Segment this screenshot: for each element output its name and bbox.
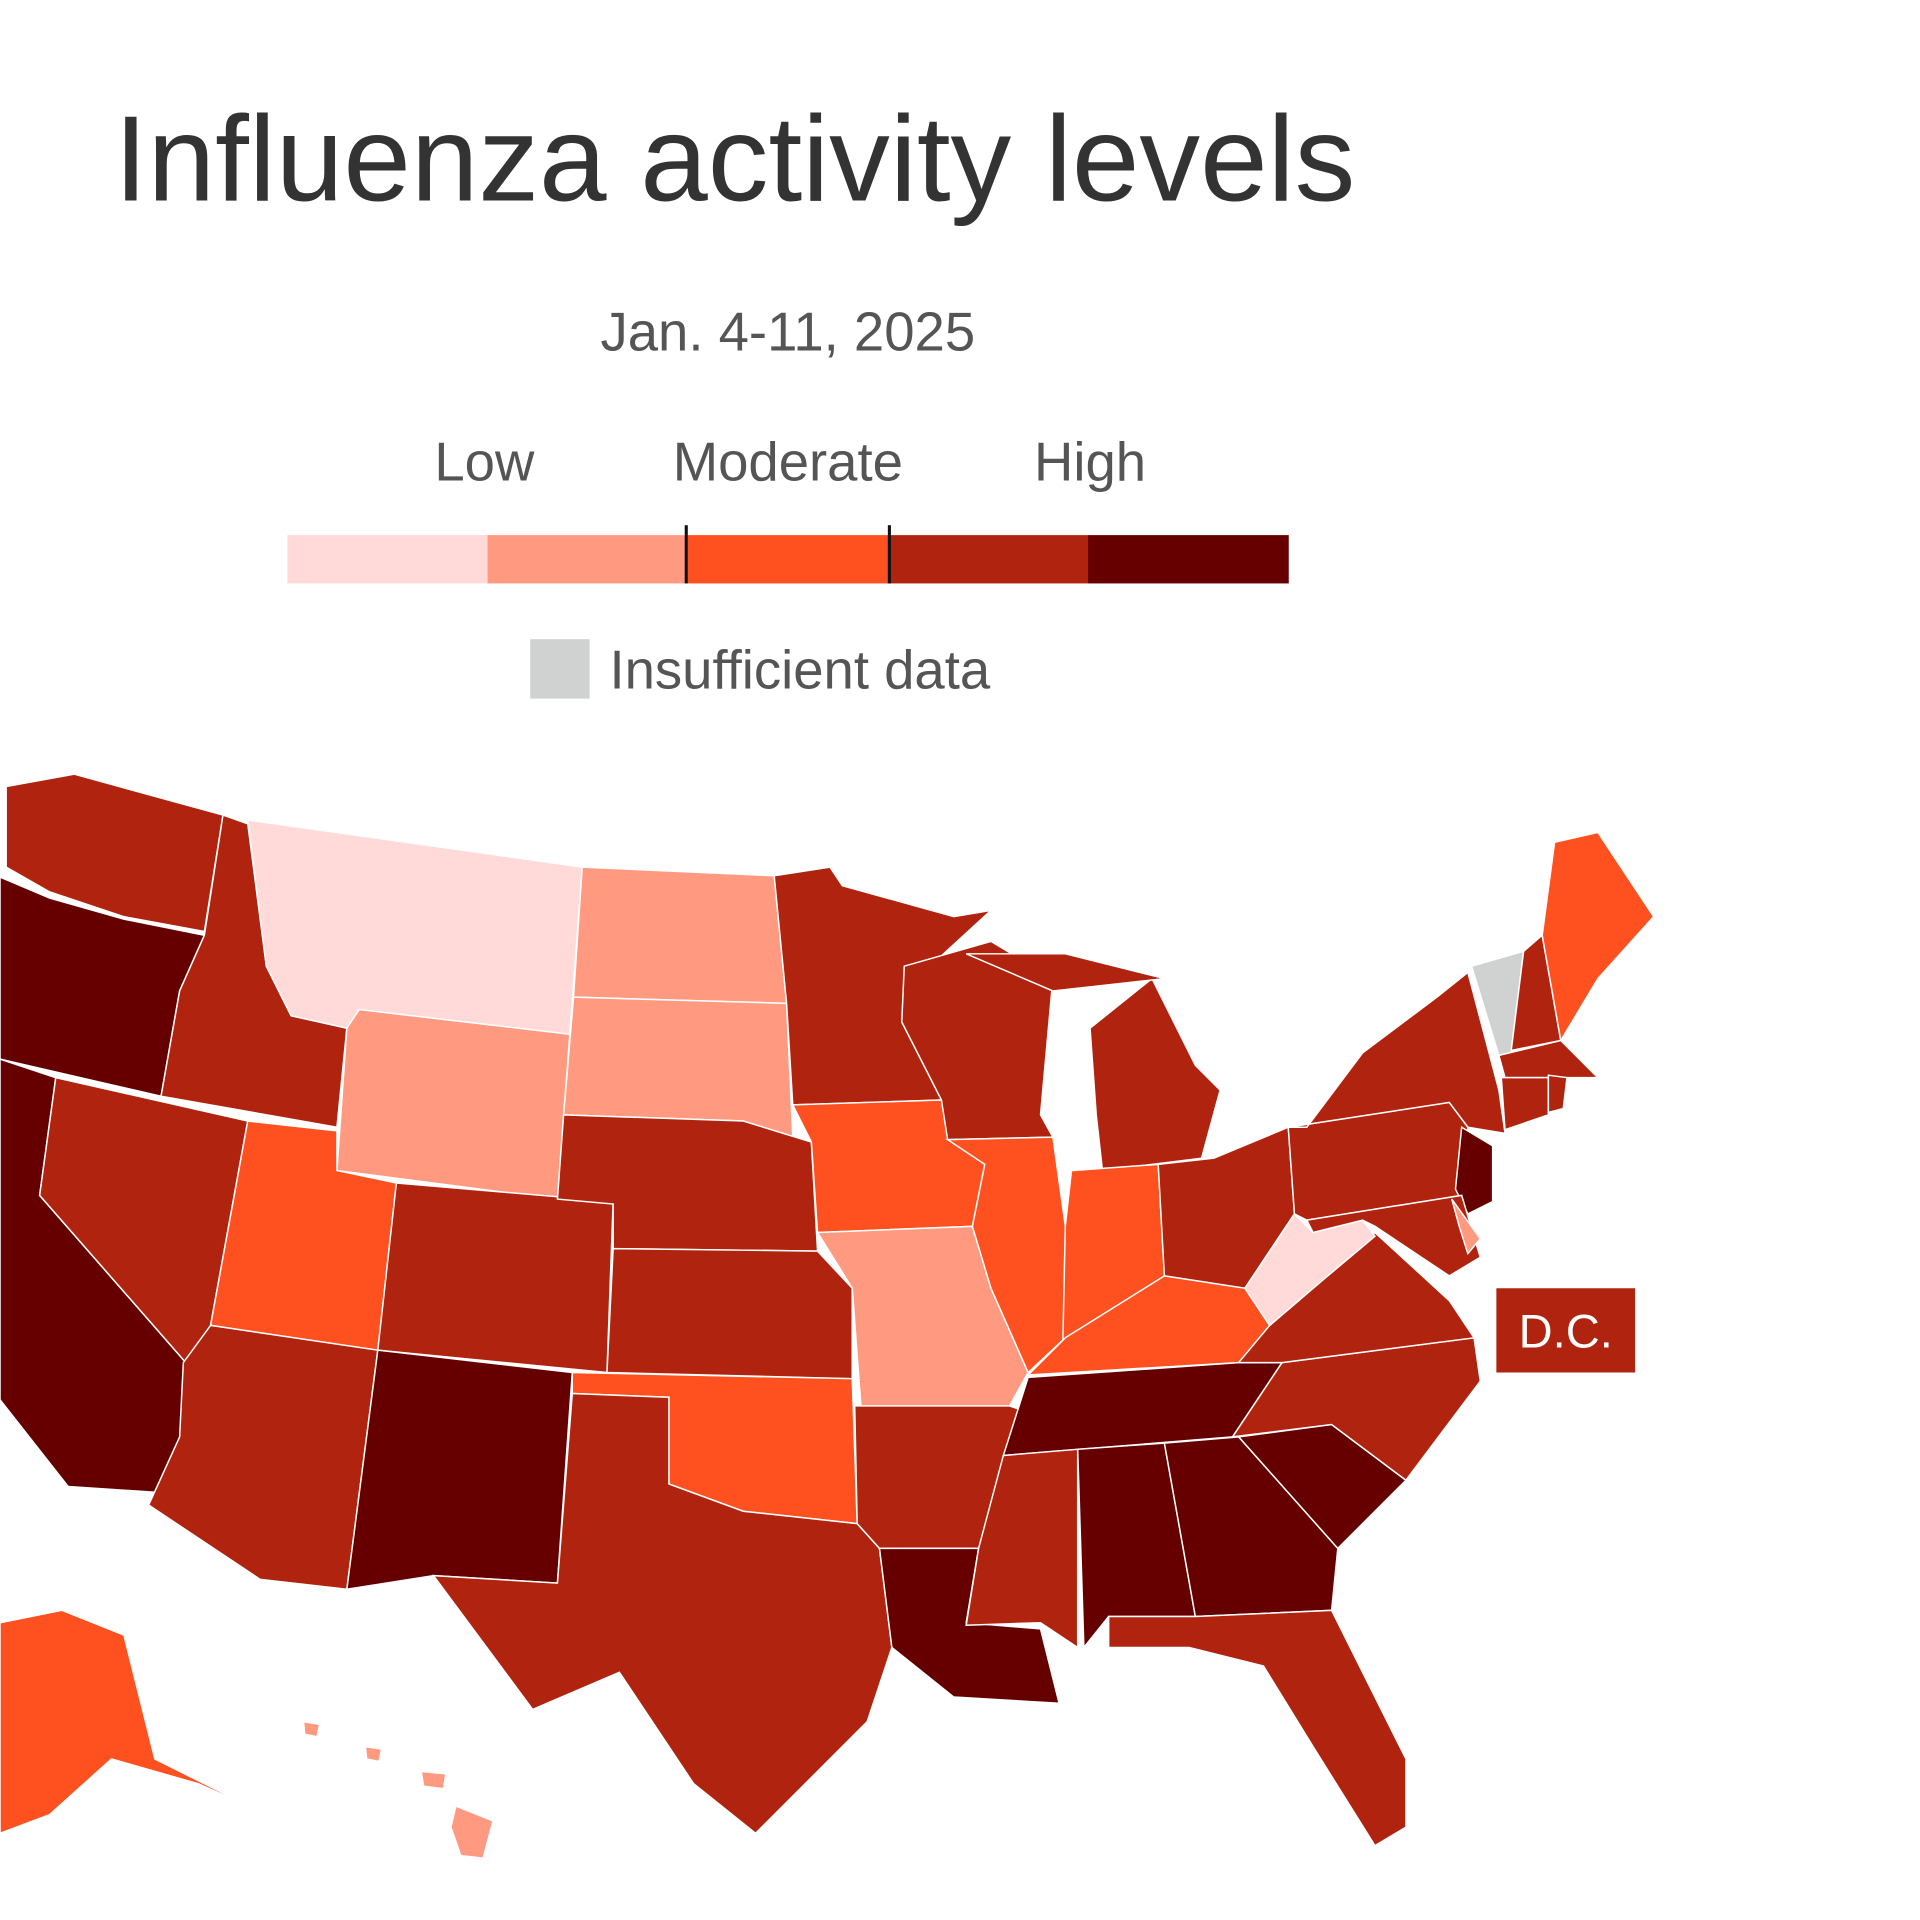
state-shape-wv[interactable] <box>1244 1212 1376 1327</box>
dc-callout[interactable]: D.C. <box>1496 1288 1636 1373</box>
legend-label-moderate: Moderate <box>673 432 903 493</box>
insufficient-data-label: Insufficient data <box>609 640 990 701</box>
state-shape-wy[interactable] <box>336 1008 571 1200</box>
us-states-map <box>0 773 1655 1859</box>
state-mt[interactable] <box>246 819 583 1036</box>
state-shape-fl[interactable] <box>1107 1609 1407 1847</box>
legend-label-low: Low <box>434 432 535 493</box>
state-tx[interactable] <box>432 1392 893 1835</box>
state-shape-ga[interactable] <box>1163 1436 1339 1618</box>
state-shape-me[interactable] <box>1541 831 1655 1043</box>
state-shape-co[interactable] <box>376 1182 614 1374</box>
legend-label-high: High <box>1034 432 1146 493</box>
state-shape-nm[interactable] <box>345 1349 574 1591</box>
state-shape-az[interactable] <box>147 1324 379 1591</box>
state-nm[interactable] <box>345 1349 574 1591</box>
state-ct[interactable] <box>1500 1076 1550 1131</box>
subtitle-date: Jan. 4-11, 2025 <box>600 302 975 363</box>
state-shape-hi[interactable] <box>420 1770 447 1790</box>
state-hi[interactable] <box>302 1720 494 1859</box>
state-ma[interactable] <box>1497 1039 1600 1079</box>
state-shape-ks[interactable] <box>606 1247 853 1380</box>
legend-color-scale <box>287 535 1289 584</box>
state-shape-mt[interactable] <box>246 819 583 1036</box>
state-de[interactable] <box>1451 1198 1482 1256</box>
dc-label-box <box>1496 1288 1636 1373</box>
state-shape-ri[interactable] <box>1547 1074 1568 1114</box>
state-shape-wa[interactable] <box>5 773 224 933</box>
state-ri[interactable] <box>1547 1074 1568 1114</box>
state-shape-nj[interactable] <box>1454 1125 1494 1215</box>
state-ks[interactable] <box>606 1247 853 1380</box>
state-shape-hi[interactable] <box>450 1805 494 1859</box>
state-shape-ak[interactable] <box>0 1609 255 1835</box>
legend-swatch-high <box>887 535 1089 584</box>
legend-swatch-very-high <box>1088 535 1289 584</box>
state-shape-il[interactable] <box>945 1136 1067 1374</box>
state-fl[interactable] <box>1107 1609 1407 1847</box>
state-shape-nd[interactable] <box>572 866 788 1005</box>
state-shape-md[interactable] <box>1305 1194 1482 1277</box>
state-shape-hi[interactable] <box>302 1720 321 1738</box>
state-mi[interactable] <box>965 953 1221 1172</box>
state-shape-hi[interactable] <box>364 1745 383 1763</box>
legend-swatch-minimal <box>287 535 489 584</box>
state-shape-ny[interactable] <box>1288 971 1506 1135</box>
state-shape-mi[interactable] <box>965 953 1165 992</box>
state-co[interactable] <box>376 1182 614 1374</box>
state-shape-mi[interactable] <box>1089 977 1221 1172</box>
state-shape-de[interactable] <box>1451 1198 1482 1256</box>
state-wy[interactable] <box>336 1008 571 1200</box>
state-nd[interactable] <box>572 866 788 1005</box>
legend-swatch-moderate <box>687 535 889 584</box>
dc-label: D.C. <box>1519 1305 1613 1358</box>
state-ak[interactable] <box>0 1609 255 1835</box>
insufficient-data-swatch <box>530 639 590 699</box>
state-wv[interactable] <box>1244 1212 1376 1327</box>
state-il[interactable] <box>945 1136 1067 1374</box>
state-nj[interactable] <box>1454 1125 1494 1215</box>
state-shape-tx[interactable] <box>432 1392 893 1835</box>
chart-title: Influenza activity levels <box>114 91 1355 227</box>
state-ga[interactable] <box>1163 1436 1339 1618</box>
state-wa[interactable] <box>5 773 224 933</box>
state-az[interactable] <box>147 1324 379 1591</box>
state-shape-ma[interactable] <box>1497 1039 1600 1079</box>
state-ny[interactable] <box>1288 971 1506 1135</box>
state-shape-ct[interactable] <box>1500 1076 1550 1131</box>
legend-swatch-low <box>487 535 689 584</box>
state-md[interactable] <box>1305 1194 1482 1277</box>
state-me[interactable] <box>1541 831 1655 1043</box>
